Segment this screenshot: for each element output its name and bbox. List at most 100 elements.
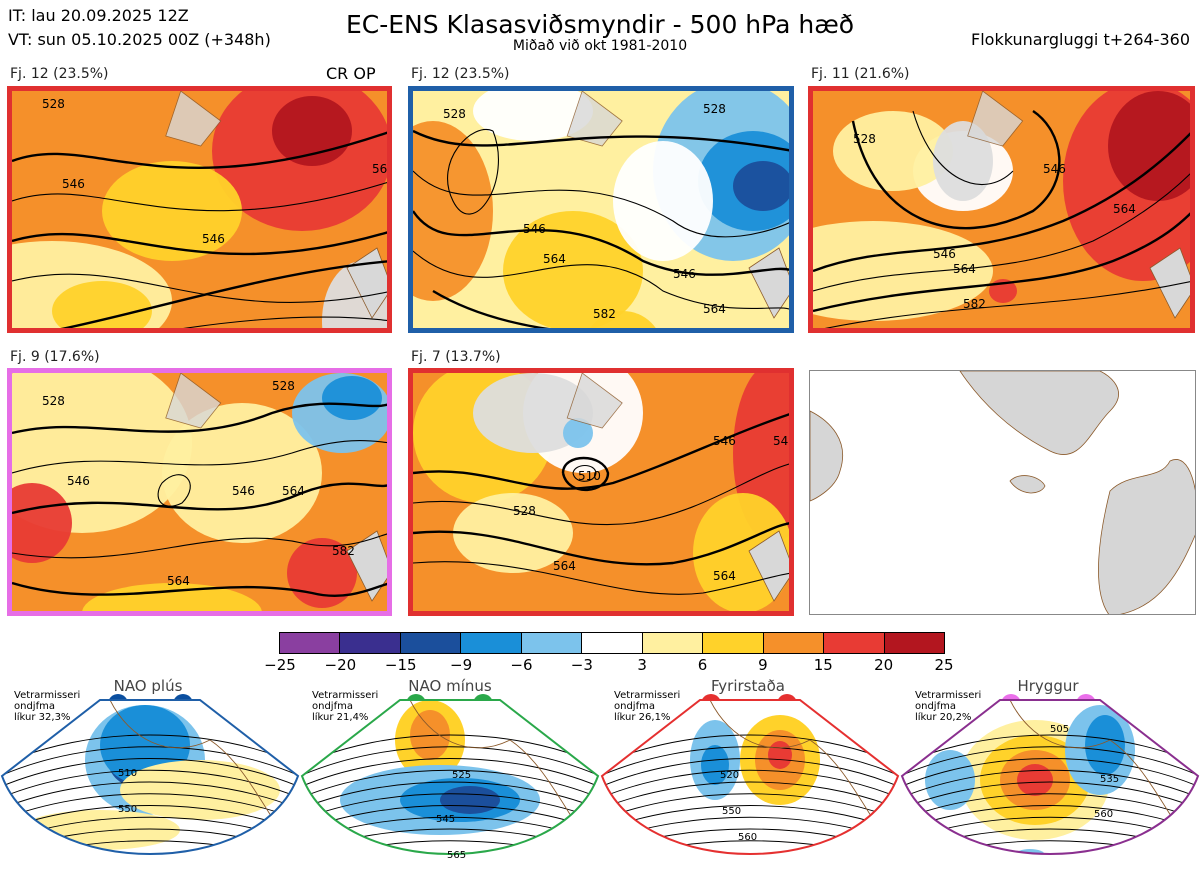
land-outline bbox=[748, 247, 789, 319]
regime-3-dot-right bbox=[777, 694, 797, 714]
contour-label: 582 bbox=[593, 307, 616, 321]
coastline bbox=[1009, 700, 1181, 831]
contour-label: 564 bbox=[953, 262, 976, 276]
regime-4-dot-right bbox=[1076, 694, 1096, 714]
regime-anomaly bbox=[701, 745, 729, 785]
contour-label: 528 bbox=[703, 102, 726, 116]
regime-3-note: Vetrarmisseri ondjfma líkur 26,1% bbox=[614, 690, 681, 723]
colorbar-swatch bbox=[884, 633, 944, 653]
regime-anomaly bbox=[925, 750, 975, 810]
contour-label: 528 bbox=[513, 504, 536, 518]
colorbar-swatch bbox=[521, 633, 583, 653]
regime-contour bbox=[602, 758, 898, 788]
contour-label: 528 bbox=[42, 394, 65, 408]
regime-contour bbox=[2, 746, 298, 777]
land-outline bbox=[346, 530, 387, 602]
height-contour bbox=[12, 131, 387, 169]
anomaly-region bbox=[563, 418, 593, 448]
colorbar-swatch bbox=[582, 633, 643, 653]
coastline bbox=[409, 700, 581, 831]
contour-label: 546 bbox=[62, 177, 85, 191]
anomaly-colorbar bbox=[279, 632, 945, 654]
regime-contour-label: 520 bbox=[720, 770, 739, 781]
regime-1-dot-right bbox=[173, 694, 193, 714]
anomaly-region bbox=[82, 583, 262, 611]
regime-contour bbox=[2, 840, 298, 854]
contour-label: 546 bbox=[713, 434, 736, 448]
contour-label: 528 bbox=[853, 132, 876, 146]
anomaly-region bbox=[1108, 91, 1190, 201]
contour-label: 564 bbox=[167, 574, 190, 588]
iceland-land bbox=[1009, 475, 1046, 494]
height-contour bbox=[12, 533, 387, 559]
panel-5-label: Fj. 7 (13.7%) bbox=[411, 349, 501, 365]
colorbar-tick: −25 bbox=[264, 656, 296, 674]
regime-contour bbox=[2, 734, 298, 766]
anomaly-region bbox=[613, 141, 713, 261]
colorbar-tick: 3 bbox=[637, 656, 647, 674]
colorbar-tick: −9 bbox=[450, 656, 473, 674]
height-contour bbox=[12, 402, 387, 435]
regime-anomaly bbox=[740, 715, 820, 805]
cluster-panel-4-map[interactable]: 528 546 564 546 582 564 528 bbox=[7, 368, 392, 616]
anomaly-region bbox=[453, 493, 573, 573]
regime-2-note: Vetrarmisseri ondjfma líkur 21,4% bbox=[312, 690, 379, 723]
regime-contour bbox=[2, 769, 298, 799]
contour-label: 564 bbox=[553, 559, 576, 573]
anomaly-region bbox=[473, 91, 593, 141]
regime-contour bbox=[902, 793, 1198, 821]
regime-contour bbox=[302, 816, 598, 843]
page-title: EC-ENS Klasasviðsmyndir - 500 hPa hæð bbox=[345, 10, 855, 39]
height-contour bbox=[12, 231, 387, 256]
coastline bbox=[709, 700, 881, 831]
regime-contour bbox=[302, 758, 598, 788]
anomaly-region bbox=[933, 121, 993, 201]
regime-contour bbox=[302, 840, 598, 854]
regime-contour-label: 505 bbox=[1050, 724, 1069, 735]
regime-contour bbox=[902, 781, 1198, 810]
regime-3-dot-left bbox=[701, 694, 721, 714]
height-contour bbox=[413, 129, 789, 152]
panel-3-label: Fj. 11 (21.6%) bbox=[811, 66, 910, 82]
colorbar-swatch bbox=[703, 633, 764, 653]
colorbar-swatch bbox=[461, 633, 522, 653]
colorbar-swatch bbox=[824, 633, 885, 653]
regime-contour bbox=[902, 840, 1198, 854]
panel-1-label: Fj. 12 (23.5%) bbox=[10, 66, 109, 82]
colorbar-tick: 9 bbox=[758, 656, 768, 674]
regime-anomaly bbox=[85, 705, 205, 815]
greenland-land bbox=[959, 371, 1119, 455]
regime-contour-label: 525 bbox=[452, 770, 471, 781]
regime-contour bbox=[902, 805, 1198, 832]
land-outline bbox=[566, 91, 623, 147]
height-contour bbox=[413, 413, 789, 490]
europe-land bbox=[1098, 459, 1195, 614]
panel-2-label: Fj. 12 (23.5%) bbox=[411, 66, 510, 82]
colorbar-tick: −3 bbox=[570, 656, 593, 674]
regime-anomaly bbox=[1000, 750, 1070, 810]
regime-1-note: Vetrarmisseri ondjfma líkur 32,3% bbox=[14, 690, 81, 723]
contour-label: 564 bbox=[1113, 202, 1136, 216]
init-time: IT: lau 20.09.2025 12Z bbox=[8, 6, 189, 25]
height-contour bbox=[824, 281, 1190, 328]
canada-land bbox=[810, 410, 844, 502]
anomaly-region bbox=[590, 311, 656, 328]
height-contour bbox=[912, 110, 1014, 186]
contour-label: 528 bbox=[272, 379, 295, 393]
cluster-panel-2-map[interactable]: 528 546 564 546 564 582 528 bbox=[408, 86, 794, 333]
contour-label: 546 bbox=[523, 222, 546, 236]
cluster-panel-3-map[interactable]: 528 546 546 564 582 564 bbox=[808, 86, 1195, 333]
contour-label: 546 bbox=[67, 474, 90, 488]
contour-label: 546 bbox=[202, 232, 225, 246]
contour-label: 582 bbox=[332, 544, 355, 558]
anomaly-region bbox=[733, 161, 789, 211]
land-outline bbox=[165, 91, 222, 147]
contour-label: 510 bbox=[578, 469, 601, 483]
contour-label: 546 bbox=[232, 484, 255, 498]
height-contour bbox=[813, 212, 1190, 313]
contour-label: 564 bbox=[372, 162, 387, 176]
regime-2-dot-left bbox=[406, 694, 426, 714]
regime-anomaly bbox=[1065, 705, 1135, 795]
cluster-panel-5-map[interactable]: 510528546564564582546 bbox=[408, 368, 794, 616]
